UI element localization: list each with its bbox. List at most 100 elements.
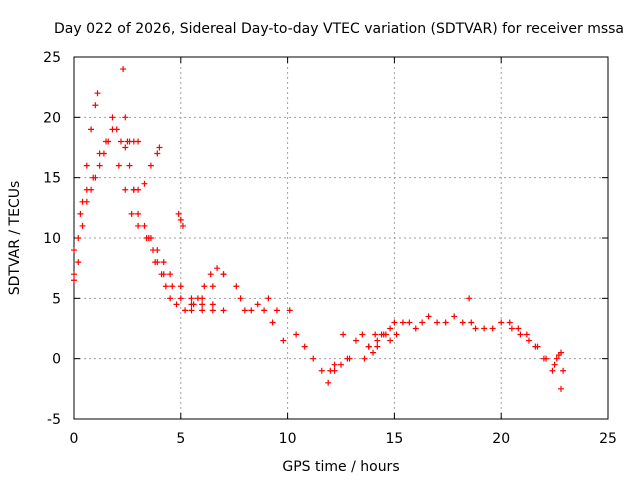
data-point — [558, 349, 565, 356]
y-tick-labels: -5 0 5 10 15 20 25 — [43, 50, 61, 428]
data-point — [466, 295, 473, 302]
data-point — [269, 319, 276, 326]
data-point — [372, 331, 379, 338]
y-tick-label: -5 — [47, 412, 61, 428]
data-point — [310, 355, 317, 362]
data-point — [71, 247, 77, 254]
series-arc-6 — [145, 235, 227, 314]
data-point — [115, 162, 122, 169]
data-point — [141, 180, 148, 187]
series-arc-11 — [325, 355, 351, 386]
data-point — [124, 138, 131, 145]
data-point — [199, 307, 206, 314]
data-point — [365, 343, 372, 350]
data-point — [113, 126, 120, 133]
data-point — [481, 325, 488, 332]
data-point — [241, 307, 248, 314]
data-point — [331, 367, 338, 374]
data-point — [154, 150, 161, 157]
data-point — [209, 283, 216, 290]
data-point — [523, 331, 530, 338]
data-point — [122, 144, 129, 151]
data-point — [194, 295, 201, 302]
series-arc-14 — [361, 319, 398, 362]
data-point — [406, 319, 413, 326]
grid-lines — [74, 57, 608, 419]
data-point — [560, 367, 567, 374]
data-point — [135, 210, 142, 217]
data-point — [92, 174, 99, 181]
data-point — [340, 331, 347, 338]
data-point — [338, 361, 344, 368]
series-arc-5 — [130, 144, 163, 193]
data-points — [71, 66, 567, 392]
data-point — [359, 331, 366, 338]
data-point — [254, 301, 261, 308]
data-point — [94, 90, 101, 97]
data-point — [543, 355, 550, 362]
data-point — [120, 66, 127, 73]
data-point — [128, 210, 135, 217]
data-point — [393, 331, 400, 338]
data-point — [468, 319, 475, 326]
data-point — [162, 283, 169, 290]
data-point — [96, 162, 103, 169]
data-point — [135, 222, 142, 229]
data-point — [177, 283, 184, 290]
data-point — [188, 307, 195, 314]
data-point — [293, 331, 300, 338]
data-point — [425, 313, 432, 320]
data-point — [374, 337, 381, 344]
data-point — [117, 138, 124, 145]
data-point — [71, 271, 77, 278]
data-point — [83, 162, 90, 169]
data-point — [75, 235, 82, 241]
data-point — [83, 198, 90, 205]
data-point — [135, 186, 142, 193]
data-point — [177, 216, 184, 223]
data-point — [145, 235, 152, 241]
data-point — [75, 259, 82, 266]
data-point — [173, 301, 180, 308]
data-point — [167, 295, 174, 302]
data-point — [346, 355, 353, 362]
data-point — [209, 307, 216, 314]
data-point — [352, 337, 359, 344]
data-point — [158, 271, 165, 278]
data-point — [508, 325, 515, 332]
data-point — [167, 271, 174, 278]
data-point — [301, 343, 308, 350]
data-point — [199, 301, 206, 308]
data-point — [190, 301, 197, 308]
data-point — [175, 210, 182, 217]
data-point — [79, 222, 86, 229]
data-point — [156, 144, 163, 151]
series-arc-7 — [188, 265, 227, 314]
x-tick-label: 20 — [492, 431, 510, 447]
x-axis-label: GPS time / hours — [282, 459, 399, 475]
data-point — [201, 283, 208, 290]
data-point — [489, 325, 496, 332]
data-point — [442, 319, 449, 326]
data-point — [280, 337, 287, 344]
data-point — [233, 283, 240, 290]
data-point — [525, 337, 532, 344]
data-point — [88, 126, 95, 133]
series-arc-8 — [175, 210, 186, 229]
data-point — [154, 259, 161, 266]
data-point — [220, 271, 227, 278]
data-point — [220, 307, 227, 314]
data-point — [387, 325, 394, 332]
series-arc-16 — [508, 325, 567, 374]
data-point — [169, 283, 176, 290]
x-tick-labels: 0 5 10 15 20 25 — [70, 431, 617, 447]
y-tick-label: 25 — [43, 50, 61, 66]
data-point — [248, 307, 255, 314]
data-point — [182, 307, 189, 314]
x-tick-label: 15 — [385, 431, 403, 447]
data-point — [370, 349, 377, 356]
data-point — [209, 301, 216, 308]
data-point — [325, 379, 332, 386]
y-axis-label: SDTVAR / TECUs — [7, 181, 23, 296]
data-point — [179, 222, 186, 229]
